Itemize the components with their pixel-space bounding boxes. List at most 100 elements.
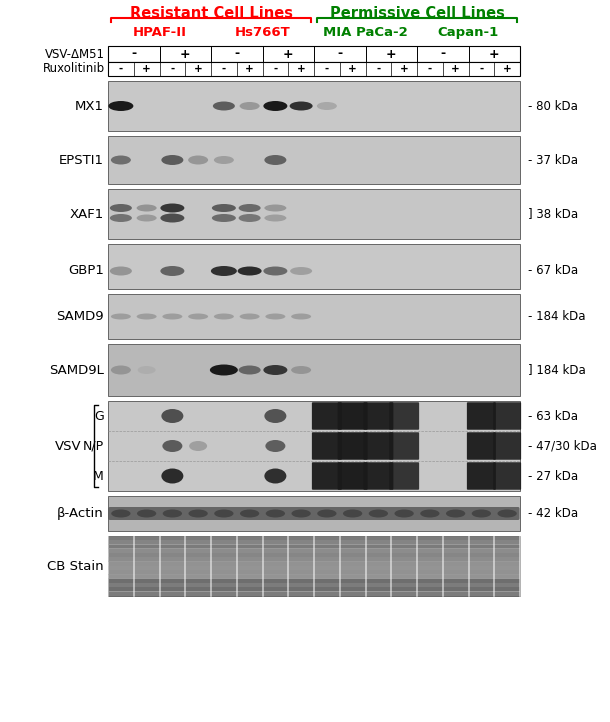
Bar — [108, 46, 520, 62]
Ellipse shape — [240, 510, 259, 518]
FancyBboxPatch shape — [312, 462, 342, 490]
Ellipse shape — [111, 510, 131, 518]
Ellipse shape — [211, 266, 237, 276]
Bar — [108, 496, 520, 531]
Ellipse shape — [240, 102, 260, 110]
Text: - 47/30 kDa: - 47/30 kDa — [528, 440, 597, 453]
Text: - 184 kDa: - 184 kDa — [528, 310, 586, 323]
Text: - 80 kDa: - 80 kDa — [528, 100, 578, 113]
Text: GBP1: GBP1 — [68, 264, 104, 277]
Ellipse shape — [498, 510, 517, 518]
Ellipse shape — [162, 469, 184, 484]
FancyBboxPatch shape — [493, 402, 521, 430]
FancyBboxPatch shape — [364, 432, 393, 460]
Ellipse shape — [472, 510, 491, 518]
Ellipse shape — [188, 510, 208, 518]
Ellipse shape — [137, 313, 157, 320]
Text: +: + — [296, 64, 306, 74]
Ellipse shape — [213, 102, 235, 110]
Text: XAF1: XAF1 — [70, 207, 104, 220]
Ellipse shape — [111, 365, 131, 375]
Bar — [108, 81, 520, 131]
Text: - 42 kDa: - 42 kDa — [528, 507, 578, 520]
Text: CB Stain: CB Stain — [48, 560, 104, 573]
Ellipse shape — [290, 102, 312, 110]
Ellipse shape — [264, 101, 287, 111]
Ellipse shape — [239, 365, 260, 375]
Text: Ruxolitinib: Ruxolitinib — [43, 63, 105, 76]
Ellipse shape — [238, 266, 262, 276]
Text: - 37 kDa: - 37 kDa — [528, 154, 578, 167]
Ellipse shape — [292, 510, 310, 518]
Text: N/P: N/P — [83, 440, 104, 453]
Text: +: + — [180, 48, 190, 61]
Text: Permissive Cell Lines: Permissive Cell Lines — [329, 6, 504, 21]
Ellipse shape — [317, 102, 337, 110]
Ellipse shape — [266, 510, 285, 518]
Ellipse shape — [214, 156, 234, 164]
Ellipse shape — [264, 155, 286, 165]
Text: -: - — [131, 48, 136, 61]
Bar — [108, 553, 520, 557]
FancyBboxPatch shape — [312, 402, 342, 430]
Ellipse shape — [239, 214, 260, 222]
Ellipse shape — [212, 214, 236, 222]
Ellipse shape — [110, 214, 132, 222]
Bar — [108, 536, 520, 540]
Text: -: - — [479, 64, 484, 74]
Bar — [108, 575, 520, 578]
Ellipse shape — [212, 204, 236, 212]
Text: EPSTI1: EPSTI1 — [59, 154, 104, 167]
Text: +: + — [245, 64, 254, 74]
Text: Hs766T: Hs766T — [235, 26, 290, 39]
Bar — [108, 579, 520, 583]
Text: - 27 kDa: - 27 kDa — [528, 469, 578, 482]
Ellipse shape — [162, 409, 184, 423]
Ellipse shape — [343, 510, 362, 518]
Text: +: + — [194, 64, 203, 74]
Ellipse shape — [214, 510, 234, 518]
FancyBboxPatch shape — [389, 462, 419, 490]
Text: G: G — [95, 409, 104, 422]
Ellipse shape — [264, 409, 286, 423]
Bar — [108, 592, 520, 596]
Ellipse shape — [291, 366, 311, 374]
Ellipse shape — [137, 510, 156, 518]
Ellipse shape — [395, 510, 414, 518]
Text: M: M — [93, 469, 104, 482]
Bar — [108, 136, 520, 184]
Ellipse shape — [162, 313, 182, 320]
Bar — [108, 588, 520, 591]
Text: +: + — [503, 64, 512, 74]
Bar — [108, 540, 520, 544]
Text: SAMD9L: SAMD9L — [49, 363, 104, 376]
Text: +: + — [142, 64, 151, 74]
Ellipse shape — [291, 313, 311, 320]
Text: +: + — [283, 48, 293, 61]
Ellipse shape — [160, 204, 184, 212]
Bar — [108, 562, 520, 565]
Bar — [108, 189, 520, 239]
FancyBboxPatch shape — [467, 432, 496, 460]
FancyBboxPatch shape — [389, 432, 419, 460]
Ellipse shape — [111, 313, 131, 320]
Text: -: - — [273, 64, 278, 74]
Text: Capan-1: Capan-1 — [438, 26, 499, 39]
Ellipse shape — [210, 365, 238, 375]
Text: -: - — [337, 48, 342, 61]
FancyBboxPatch shape — [389, 402, 419, 430]
Text: +: + — [386, 48, 396, 61]
Bar — [108, 401, 520, 491]
Bar — [108, 536, 520, 596]
Text: ] 184 kDa: ] 184 kDa — [528, 363, 586, 376]
Bar — [108, 583, 520, 587]
Text: -: - — [234, 48, 239, 61]
Text: ] 38 kDa: ] 38 kDa — [528, 207, 578, 220]
Bar — [108, 244, 520, 289]
FancyBboxPatch shape — [109, 507, 520, 520]
FancyBboxPatch shape — [493, 462, 521, 490]
Ellipse shape — [264, 469, 286, 484]
Ellipse shape — [111, 155, 131, 165]
FancyBboxPatch shape — [312, 432, 342, 460]
Ellipse shape — [109, 101, 134, 111]
